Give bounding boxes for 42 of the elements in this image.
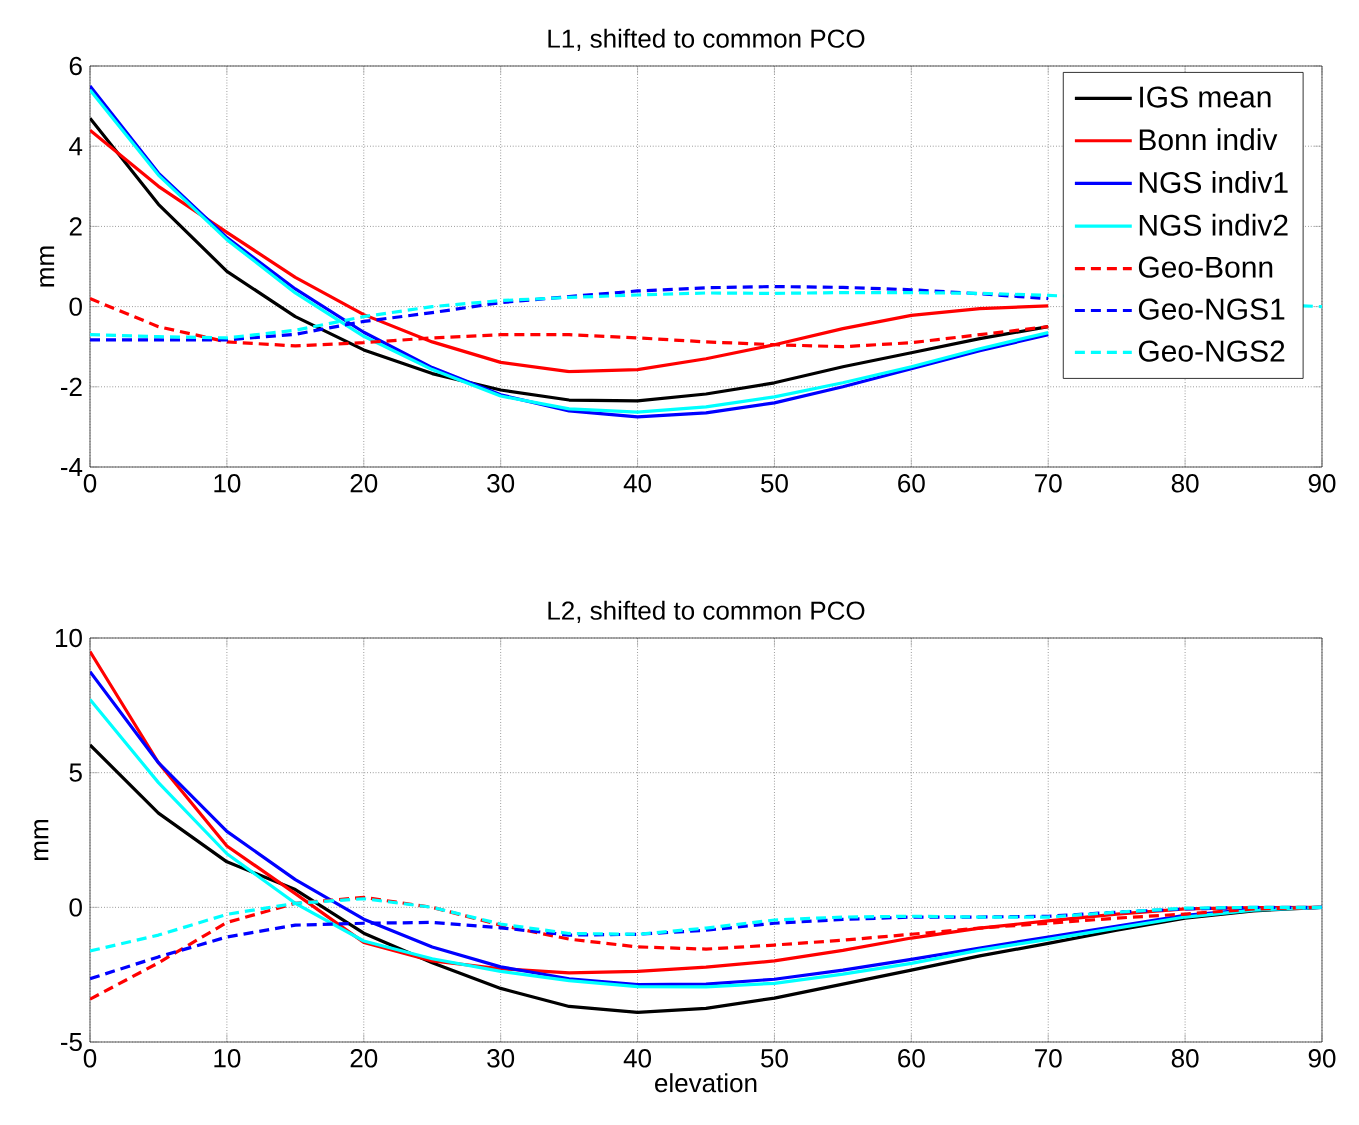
y-tick-label: 5 bbox=[69, 763, 82, 782]
x-tick-label: 50 bbox=[761, 1049, 788, 1068]
y-tick-label: 0 bbox=[69, 898, 82, 917]
legend-label: Geo-NGS1 bbox=[1138, 298, 1285, 320]
x-tick-label: 40 bbox=[623, 474, 652, 493]
x-tick-label: 0 bbox=[83, 1049, 97, 1068]
y-tick-label: 10 bbox=[55, 628, 82, 648]
legend-label: NGS indiv1 bbox=[1139, 171, 1288, 194]
legend-label: IGS mean bbox=[1140, 86, 1271, 108]
x-tick-label: 30 bbox=[487, 474, 515, 493]
x-tick-label: 80 bbox=[1171, 1049, 1199, 1068]
x-tick-label: 10 bbox=[214, 474, 241, 493]
y-axis-title: mm bbox=[34, 820, 49, 860]
x-tick-label: 70 bbox=[1035, 474, 1062, 493]
x-tick-label: 0 bbox=[83, 474, 97, 493]
y-axis-title: mm bbox=[40, 246, 55, 287]
x-tick-label: 10 bbox=[214, 1049, 241, 1068]
y-tick-label: -5 bbox=[60, 1032, 82, 1052]
y-tick-label: -4 bbox=[60, 458, 83, 476]
x-tick-label: 90 bbox=[1308, 474, 1336, 493]
y-tick-label: 0 bbox=[69, 297, 82, 316]
x-tick-label: 30 bbox=[487, 1049, 515, 1068]
x-tick-label: 80 bbox=[1171, 474, 1199, 493]
x-tick-label: 20 bbox=[350, 474, 378, 493]
chart-title: L2, shifted to common PCO bbox=[548, 600, 865, 623]
y-tick-label: 6 bbox=[69, 56, 82, 76]
legend-label: Bonn indiv bbox=[1139, 128, 1278, 151]
legend-label: Geo-Bonn bbox=[1138, 256, 1273, 278]
chart-title: L1, shifted to common PCO bbox=[548, 28, 865, 51]
y-tick-label: 2 bbox=[69, 217, 82, 236]
legend-label: Geo-NGS2 bbox=[1138, 340, 1285, 362]
y-tick-label: 4 bbox=[69, 137, 83, 156]
legend-label: NGS indiv2 bbox=[1139, 213, 1288, 236]
x-tick-label: 50 bbox=[761, 474, 788, 493]
y-tick-label: -2 bbox=[60, 377, 82, 396]
x-tick-label: 40 bbox=[623, 1049, 652, 1068]
x-axis-title: elevation bbox=[655, 1073, 757, 1093]
x-tick-label: 90 bbox=[1308, 1049, 1336, 1068]
x-tick-label: 70 bbox=[1035, 1049, 1062, 1068]
x-tick-label: 60 bbox=[898, 474, 925, 493]
x-tick-label: 20 bbox=[350, 1049, 378, 1068]
x-tick-label: 60 bbox=[898, 1049, 925, 1068]
